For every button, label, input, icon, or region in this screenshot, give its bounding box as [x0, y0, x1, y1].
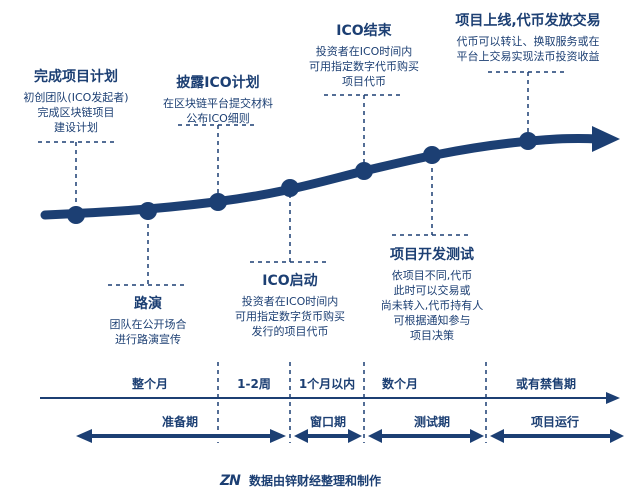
milestone-4-desc-3: 发行的项目代币: [251, 325, 329, 338]
duration-label-5: 或有禁售期: [515, 377, 576, 391]
milestone-1-desc-1: 初创团队(ICO发起者): [23, 91, 129, 104]
phase-arrow-3-right-head: [470, 429, 484, 443]
milestone-7-title: 项目上线,代币发放交易: [455, 13, 601, 29]
milestone-2: 路演 团队在公开场合 进行路演宣传: [88, 293, 208, 347]
duration-label-4: 数个月: [381, 377, 418, 391]
timeline-arrowhead: [592, 126, 620, 152]
milestone-7-desc-1: 代币可以转让、换取服务或在: [456, 35, 600, 48]
milestone-dot-6: [423, 146, 441, 164]
milestone-6-title: 项目开发测试: [390, 247, 474, 263]
milestone-5: ICO结束 投资者在ICO时间内 可用指定数字代币购买 项目代币: [288, 20, 440, 89]
phase-label-2: 窗口期: [309, 415, 346, 429]
milestone-6-desc-4: 可根据通知参与: [393, 314, 471, 327]
milestone-5-desc-1: 投资者在ICO时间内: [315, 45, 413, 58]
phase-label-1: 准备期: [161, 415, 198, 429]
milestone-1-desc-3: 建设计划: [54, 121, 98, 134]
phase-arrow-4-left-head: [490, 429, 504, 443]
milestone-dot-2: [139, 202, 157, 220]
milestone-4: ICO启动 投资者在ICO时间内 可用指定数字货币购买 发行的项目代币: [214, 270, 366, 339]
duration-axis-arrowhead: [606, 392, 620, 404]
milestone-dot-1: [67, 206, 85, 224]
brand-logo: ZN: [220, 473, 241, 489]
phase-arrow-4-right-head: [610, 429, 624, 443]
milestone-4-title: ICO启动: [262, 273, 318, 289]
phase-arrow-3-left-head: [368, 429, 382, 443]
milestone-1-desc-2: 完成区块链项目: [37, 106, 115, 119]
phase-label-3: 测试期: [413, 415, 450, 429]
phase-label-4: 项目运行: [530, 415, 579, 429]
milestone-7: 项目上线,代币发放交易 代币可以转让、换取服务或在 平台上交易实现法币投资收益: [438, 10, 618, 64]
milestone-5-desc-3: 项目代币: [342, 75, 386, 88]
milestone-2-desc-2: 进行路演宣传: [115, 333, 181, 346]
milestone-1-title: 完成项目计划: [34, 69, 118, 85]
milestone-dot-3: [209, 193, 227, 211]
milestone-5-desc-2: 可用指定数字代币购买: [309, 60, 419, 73]
milestone-4-desc-2: 可用指定数字货币购买: [235, 310, 345, 323]
milestone-7-desc-2: 平台上交易实现法币投资收益: [456, 50, 600, 63]
duration-label-3: 1个月以内: [298, 377, 356, 391]
milestone-6-desc-3: 尚未转入,代币持有人: [380, 299, 484, 312]
milestone-3-title: 披露ICO计划: [176, 75, 260, 91]
milestone-6: 项目开发测试 依项目不同,代币 此时可以交易或 尚未转入,代币持有人 可根据通知…: [370, 244, 494, 343]
footer-text: 数据由锌财经整理和制作: [248, 474, 381, 488]
milestone-1: 完成项目计划 初创团队(ICO发起者) 完成区块链项目 建设计划: [8, 66, 144, 135]
milestone-dot-4: [281, 179, 299, 197]
phase-arrow-1-left-head: [76, 429, 92, 443]
footer: ZN 数据由锌财经整理和制作: [220, 470, 440, 489]
milestone-6-desc-5: 项目决策: [410, 329, 454, 342]
milestone-3-desc-1: 在区块链平台提交材料: [163, 97, 273, 110]
phase-arrow-2-right-head: [348, 429, 362, 443]
milestone-3: 披露ICO计划 在区块链平台提交材料 公布ICO细则: [148, 72, 288, 126]
milestone-dot-5: [355, 162, 373, 180]
milestone-2-title: 路演: [134, 296, 162, 312]
timeline-curve: [40, 133, 603, 220]
milestone-4-desc-1: 投资者在ICO时间内: [241, 295, 339, 308]
duration-label-1: 整个月: [131, 377, 168, 391]
milestone-dot-7: [519, 132, 537, 150]
milestone-5-title: ICO结束: [336, 23, 392, 39]
milestone-3-desc-2: 公布ICO细则: [186, 112, 250, 125]
milestone-6-desc-2: 此时可以交易或: [393, 284, 471, 297]
milestone-2-desc-1: 团队在公开场合: [109, 318, 187, 331]
phase-arrow-1-right-head: [270, 429, 286, 443]
phase-arrow-2-left-head: [294, 429, 308, 443]
duration-label-2: 1-2周: [237, 377, 271, 391]
milestone-6-desc-1: 依项目不同,代币: [391, 269, 473, 282]
